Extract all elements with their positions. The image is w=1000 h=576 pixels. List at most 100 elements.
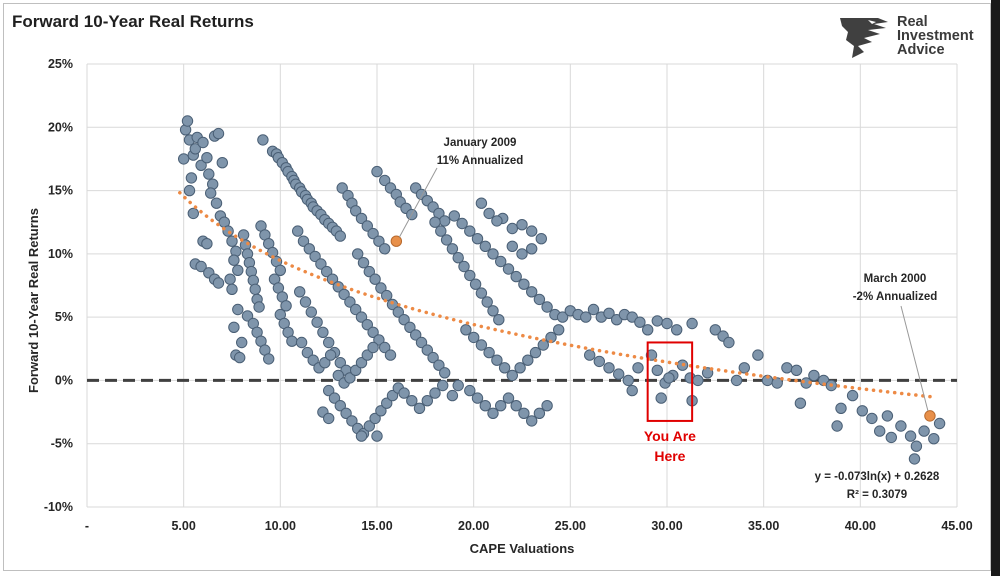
x-axis-title: CAPE Valuations [470,541,575,556]
data-point [367,326,379,338]
data-point [201,238,213,250]
trendline-r-squared: R² = 0.3079 [847,489,907,501]
data-point [458,260,470,273]
data-point [415,336,428,349]
data-point [651,315,663,327]
data-point [334,400,346,412]
data-point [794,397,807,409]
y-tick-label: 15% [48,184,73,198]
data-point [350,303,362,316]
x-tick-label: 35.00 [748,519,779,533]
data-point [526,286,538,298]
data-point [274,264,286,276]
data-point [212,277,225,289]
trendline-equation: y = -0.073ln(x) + 0.2628 [815,471,940,483]
data-point [228,321,240,333]
data-point [671,324,683,336]
data-point [468,331,480,344]
x-tick-label: 30.00 [651,519,682,533]
data-point [226,283,238,295]
data-point [518,278,530,290]
data-point [446,243,459,255]
data-point [440,234,453,246]
annotation-leader-jan2009 [398,167,438,238]
data-point [885,431,897,444]
data-point [533,407,546,419]
data-point [928,433,940,445]
data-point [195,260,207,273]
data-point [584,349,596,361]
data-point [634,316,646,328]
data-point [723,336,735,349]
data-point [299,296,312,308]
data-point [603,307,615,319]
data-point [663,372,675,384]
data-point [506,369,518,382]
you-are-here-box [646,341,694,422]
data-point [622,374,634,387]
x-tick-label: 25.00 [555,519,586,533]
data-point [479,240,491,253]
data-point [526,415,538,427]
data-point [317,326,329,338]
data-point [305,306,317,318]
data-point [234,351,246,364]
data-point [483,207,495,220]
data-point [464,225,476,237]
data-point [321,265,333,278]
data-point [212,127,225,140]
data-point [379,243,391,255]
data-point [205,187,217,199]
data-point [178,153,190,165]
data-point [495,400,507,412]
data-point [386,389,399,402]
data-point [429,216,441,228]
data-point [587,303,600,316]
data-point [303,243,315,255]
data-point [808,369,820,382]
data-point [535,233,547,245]
y-tick-label: 20% [48,120,73,134]
data-point [603,362,615,374]
data-point [481,296,493,308]
data-point [294,286,306,298]
data-point [379,174,391,187]
data-point [437,379,449,392]
data-point [189,143,202,155]
data-point [593,355,605,368]
data-point [541,400,553,412]
chart-title: Forward 10-Year Real Returns [12,12,254,31]
data-point [297,235,310,247]
data-point [355,357,368,369]
data-points [178,115,946,465]
chart-frame [3,3,991,571]
x-tick-label: 5.00 [171,519,195,533]
data-point [895,420,907,432]
annotation-mar2000-line2: -2% Annualized [853,291,938,303]
data-point [510,270,522,283]
data-point [452,252,464,264]
trendline-path [178,190,936,399]
data-point [522,354,534,366]
data-point [398,387,410,399]
data-point [340,407,352,419]
data-point [642,324,654,336]
x-tick-label: - [85,519,89,533]
eagle-logo-icon [840,18,888,58]
data-point [301,346,314,359]
x-tick-label: 40.00 [845,519,876,533]
annotation-jan2009-line1: January 2009 [444,137,517,149]
y-tick-label: 0% [55,373,73,387]
data-point [228,254,240,266]
data-point [518,407,530,419]
data-point [352,248,364,260]
data-point [526,243,538,255]
data-point [232,264,244,276]
data-point [613,368,625,380]
annotation-jan2009-line2: 11% Annualized [437,155,524,167]
data-point [498,362,511,374]
data-point [355,430,368,442]
data-point [413,402,426,414]
data-point [421,395,433,407]
data-point [874,425,886,437]
